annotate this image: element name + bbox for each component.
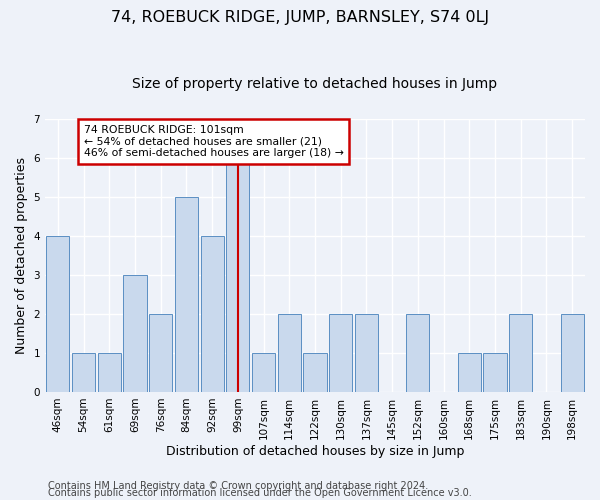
- Bar: [200, 236, 224, 392]
- Y-axis label: Number of detached properties: Number of detached properties: [15, 157, 28, 354]
- Bar: [72, 353, 95, 392]
- Bar: [329, 314, 352, 392]
- Bar: [355, 314, 378, 392]
- Bar: [226, 158, 250, 392]
- Bar: [560, 314, 584, 392]
- X-axis label: Distribution of detached houses by size in Jump: Distribution of detached houses by size …: [166, 444, 464, 458]
- Bar: [304, 353, 326, 392]
- Bar: [509, 314, 532, 392]
- Bar: [406, 314, 430, 392]
- Bar: [484, 353, 506, 392]
- Bar: [278, 314, 301, 392]
- Title: Size of property relative to detached houses in Jump: Size of property relative to detached ho…: [133, 78, 497, 92]
- Bar: [46, 236, 70, 392]
- Bar: [252, 353, 275, 392]
- Bar: [98, 353, 121, 392]
- Text: Contains public sector information licensed under the Open Government Licence v3: Contains public sector information licen…: [48, 488, 472, 498]
- Bar: [149, 314, 172, 392]
- Bar: [175, 197, 198, 392]
- Bar: [124, 275, 146, 392]
- Text: 74, ROEBUCK RIDGE, JUMP, BARNSLEY, S74 0LJ: 74, ROEBUCK RIDGE, JUMP, BARNSLEY, S74 0…: [111, 10, 489, 25]
- Text: Contains HM Land Registry data © Crown copyright and database right 2024.: Contains HM Land Registry data © Crown c…: [48, 481, 428, 491]
- Text: 74 ROEBUCK RIDGE: 101sqm
← 54% of detached houses are smaller (21)
46% of semi-d: 74 ROEBUCK RIDGE: 101sqm ← 54% of detach…: [83, 125, 343, 158]
- Bar: [458, 353, 481, 392]
